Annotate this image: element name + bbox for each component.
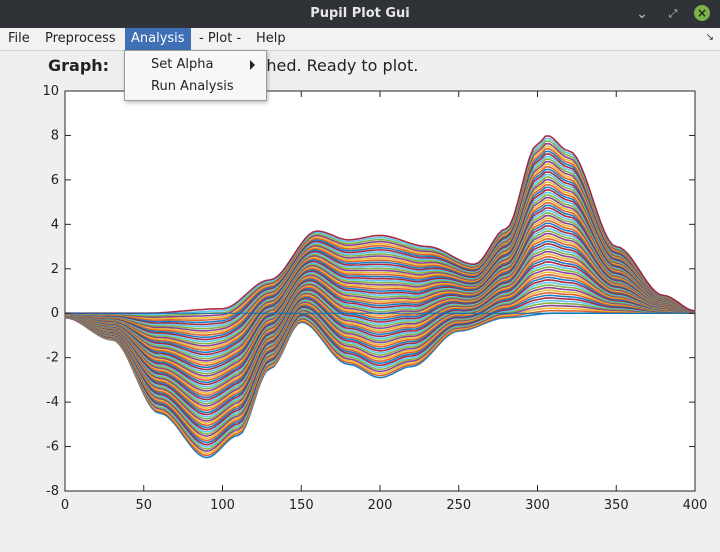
y-tick-label: 6 xyxy=(51,173,59,188)
series-line xyxy=(64,307,696,455)
y-tick-label: 4 xyxy=(51,217,59,232)
menu-preprocess[interactable]: Preprocess xyxy=(45,31,116,46)
plot-lines xyxy=(64,135,696,459)
series-line xyxy=(64,299,696,448)
submenu-arrow-icon xyxy=(250,60,255,70)
x-tick-label: 300 xyxy=(525,498,550,513)
menu-item-run-analysis[interactable]: Run Analysis xyxy=(151,79,234,94)
series-line xyxy=(64,235,696,394)
series-line xyxy=(64,284,696,435)
series-line xyxy=(64,250,696,407)
series-line xyxy=(64,261,696,416)
y-tick-label: -4 xyxy=(46,395,59,410)
x-tick-label: 200 xyxy=(368,498,393,513)
series-line xyxy=(64,214,696,377)
x-tick-label: 250 xyxy=(446,498,471,513)
series-line xyxy=(64,240,696,399)
series-line xyxy=(64,196,696,362)
series-line xyxy=(64,304,695,453)
series-line xyxy=(64,291,696,442)
series-line xyxy=(64,245,696,403)
menu-item-set-alpha[interactable]: Set Alpha xyxy=(151,57,214,72)
y-tick-label: 10 xyxy=(42,84,59,99)
series-line xyxy=(64,266,696,420)
window-titlebar: Pupil Plot Gui ⌄ ⤢ × xyxy=(0,0,720,28)
series-line xyxy=(64,294,696,444)
series-line xyxy=(64,281,696,433)
y-tick-label: -2 xyxy=(46,351,59,366)
menu-analysis[interactable]: Analysis xyxy=(125,28,191,50)
y-tick-label: 0 xyxy=(51,306,59,321)
series-line xyxy=(64,230,696,390)
series-line xyxy=(64,222,696,384)
analysis-menu-dropdown: Set Alpha Run Analysis xyxy=(124,50,267,101)
x-tick-label: 350 xyxy=(604,498,629,513)
x-tick-label: 100 xyxy=(210,498,235,513)
y-tick-label: 8 xyxy=(51,128,59,143)
series-line xyxy=(64,209,696,373)
series-line xyxy=(64,227,696,388)
y-tick-label: -6 xyxy=(46,440,59,455)
status-line: Graph: shed. Ready to plot. xyxy=(48,56,418,75)
series-line xyxy=(64,248,696,405)
series-line xyxy=(64,255,696,412)
x-tick-label: 150 xyxy=(289,498,314,513)
series-line xyxy=(64,253,696,410)
status-message: shed. Ready to plot. xyxy=(258,56,419,75)
window-title: Pupil Plot Gui xyxy=(310,6,410,21)
series-line xyxy=(64,212,696,375)
series-line xyxy=(64,263,696,418)
close-icon[interactable]: × xyxy=(694,5,710,21)
series-line xyxy=(64,207,696,371)
series-line xyxy=(64,276,696,429)
x-tick-label: 400 xyxy=(683,498,708,513)
series-line xyxy=(64,232,696,392)
series-line xyxy=(64,271,696,425)
menu-help[interactable]: Help xyxy=(256,31,286,46)
series-line xyxy=(64,309,695,457)
graph-label: Graph: xyxy=(48,56,110,75)
menubar: File Preprocess Analysis - Plot - Help ↘ xyxy=(0,28,720,51)
maximize-icon[interactable]: ⤢ xyxy=(668,7,678,20)
y-tick-label: 2 xyxy=(51,262,59,277)
series-line xyxy=(64,286,696,438)
series-line xyxy=(64,237,696,397)
x-tick-label: 50 xyxy=(135,498,152,513)
menu-plot[interactable]: - Plot - xyxy=(199,31,242,46)
undock-icon[interactable]: ↘ xyxy=(705,32,714,43)
menu-file[interactable]: File xyxy=(8,31,30,46)
series-line xyxy=(64,243,696,401)
series-line xyxy=(64,219,696,382)
series-line xyxy=(64,225,696,386)
minimize-icon[interactable]: ⌄ xyxy=(636,6,648,22)
x-tick-label: 0 xyxy=(61,498,69,513)
series-line xyxy=(65,135,696,314)
series-line xyxy=(64,258,696,414)
series-line xyxy=(64,289,696,440)
series-line xyxy=(64,273,696,427)
series-line xyxy=(64,268,696,422)
series-line xyxy=(64,302,695,450)
axis-ticks: 0 50 100 150 200 250 300 350 400 -8 -6 -4 -2 0 2 4 6 8 10 xyxy=(42,84,707,513)
series-line xyxy=(64,217,696,379)
y-tick-label: -8 xyxy=(46,484,59,499)
series-line xyxy=(64,297,695,446)
series-line xyxy=(64,204,696,369)
series-line xyxy=(64,279,696,431)
series-line xyxy=(64,201,696,367)
